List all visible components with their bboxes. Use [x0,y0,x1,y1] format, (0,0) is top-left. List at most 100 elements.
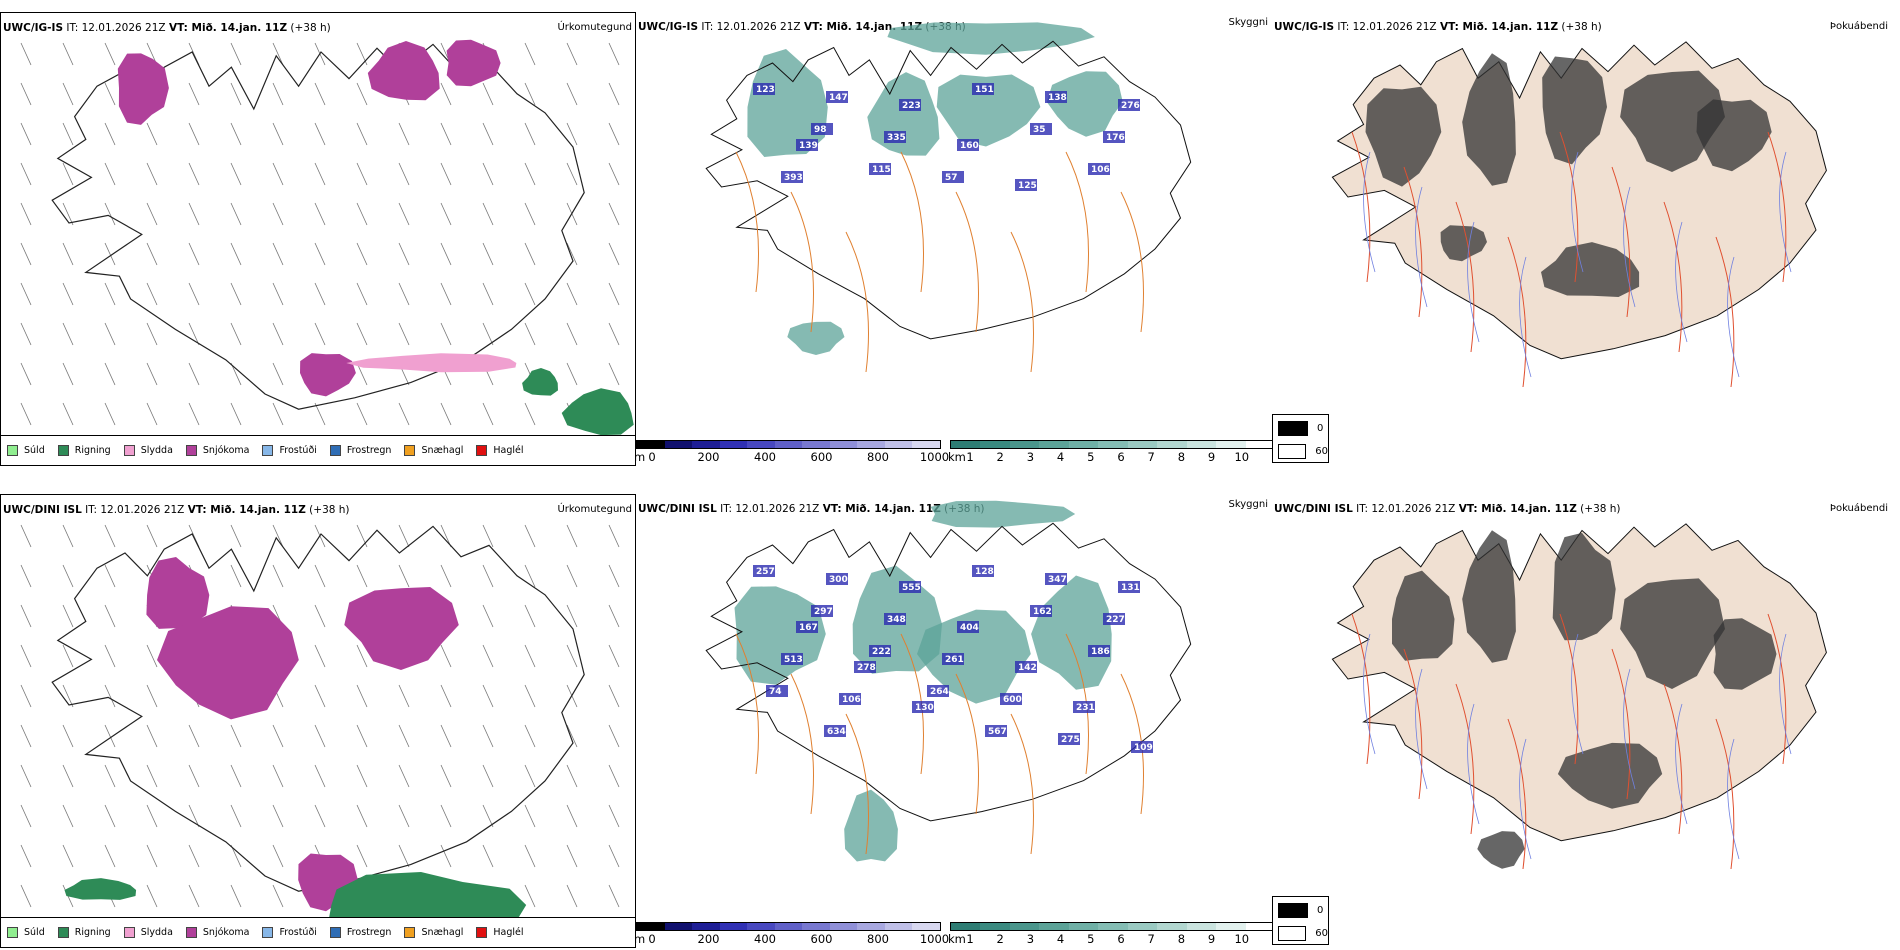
wind-barb [356,362,368,386]
colorbar-unit: km [948,932,966,946]
ceiling-cell [1045,573,1067,585]
wind-barb [482,804,494,828]
ceiling-value: 57 [945,173,958,183]
wind-barb [272,282,284,306]
wind-barb [230,82,242,106]
low-visibility-area [1046,71,1123,137]
wind-barb [104,362,116,386]
fog-area [1365,86,1442,187]
ceiling-colorbar: m 0 200 400 600 800 1000 [634,440,949,466]
coastline [705,40,1192,340]
ceiling-cell [1030,123,1052,135]
panel-parameter: Þokuábendi [1829,503,1888,514]
ceiling-value: 567 [988,727,1007,737]
snow-area [446,39,501,87]
wind-barb [356,162,368,186]
road [845,713,869,855]
wind-barb [314,322,326,346]
wind-barb [356,724,368,748]
wind-barb [104,162,116,186]
road [1559,613,1579,765]
wind-barb [440,242,452,266]
wind-barb [62,282,74,306]
wind-barb [566,524,578,548]
wind-barb [62,42,74,66]
wind-barb [440,122,452,146]
wind-barb [566,162,578,186]
wind-barb [62,764,74,788]
wind-barb [524,242,536,266]
wind-barb [356,242,368,266]
wind-barb [20,844,32,868]
ceiling-value: 176 [1106,133,1125,143]
wind-barb [524,282,536,306]
colorbar-tick: 2 [996,450,1004,464]
wind-barb [398,564,410,588]
wind-barb [398,282,410,306]
wind-barb [104,804,116,828]
legend-swatch [123,927,135,938]
wind-barb [188,764,200,788]
wind-barb [62,322,74,346]
wind-barb [272,804,284,828]
wind-barb [524,844,536,868]
wind-barb [482,242,494,266]
snow-area [344,587,459,670]
wind-barb [62,162,74,186]
fog-map [1331,523,1827,870]
ceiling-value: 300 [829,575,848,585]
ceiling-cell [1088,163,1110,175]
fog-legend-swatch [1278,420,1308,436]
wind-barb [608,604,620,628]
colorbar-unit: m [634,932,646,946]
wind-barb [188,724,200,748]
legend-swatch [185,445,197,456]
wind-barb [104,604,116,628]
wind-barb [272,202,284,226]
road [735,633,759,775]
legend-label: Snjókoma [202,927,250,938]
ceiling-cell [1088,645,1110,657]
wind-barb [608,242,620,266]
wind-barb [272,724,284,748]
ceiling-value: 186 [1091,647,1110,657]
wind-barb [566,82,578,106]
ceiling-cell [811,123,833,135]
wind-barb [20,884,32,908]
wind-barb [104,122,116,146]
wind-barb [188,402,200,426]
legend-swatch [57,445,69,456]
wind-barb [356,764,368,788]
wind-barb [608,724,620,748]
wind-barb [440,82,452,106]
wind-barb [188,362,200,386]
panel-parameter: Skyggni [1228,499,1268,510]
wind-barb [104,724,116,748]
wind-barb [482,524,494,548]
wind-barb [566,764,578,788]
wind-barb [272,162,284,186]
wind-barb [566,564,578,588]
colorbar-tick: 3 [1026,932,1035,946]
wind-barb [104,322,116,346]
wind-barb [272,242,284,266]
ceiling-cell [912,701,934,713]
colorbar-unit: km [948,450,966,464]
wind-barb [230,764,242,788]
fog-area [1620,578,1725,689]
colorbar-tick: 1000 [919,932,950,946]
wind-barb [188,122,200,146]
legend-label: Frostúði [279,445,317,456]
ceiling-value: 393 [784,173,803,183]
wind-barb [356,82,368,106]
ceiling-value: 348 [887,615,906,625]
wind-barb [524,564,536,588]
ceiling-value: 223 [902,101,921,111]
fog-legend-label: 60 [1315,927,1328,939]
wind-barb [566,282,578,306]
wind-barb [230,564,242,588]
wind-barb [608,684,620,708]
legend-item: Snjókoma [185,445,249,456]
colorbar-tick: 10 [1234,450,1250,464]
ceiling-value: 98 [814,125,827,135]
